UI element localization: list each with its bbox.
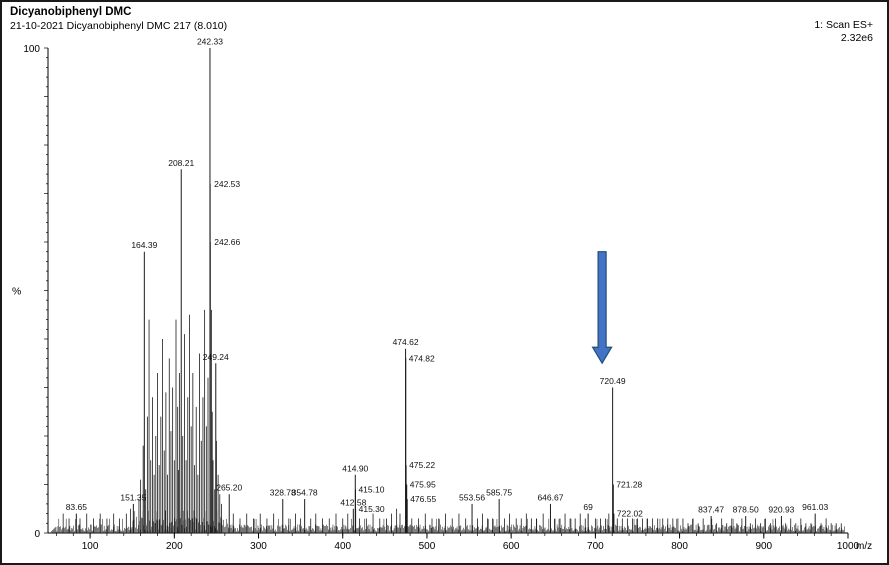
peak-label: 722.02 <box>617 509 643 519</box>
peak-label: 151.35 <box>120 492 146 502</box>
y-tick-label-top: 100 <box>23 44 40 55</box>
peak-label: 208.21 <box>168 158 194 168</box>
peak-label: 164.39 <box>131 240 157 250</box>
peak-label: 646.67 <box>537 492 563 502</box>
peak-label: 878.50 <box>733 505 759 515</box>
peak-label: 585.75 <box>486 488 512 498</box>
peak-label: 414.90 <box>342 463 368 473</box>
peak-label: 415.10 <box>358 484 384 494</box>
peak-label: 412.58 <box>340 497 366 507</box>
x-tick-label: 400 <box>334 541 351 552</box>
x-tick-label: 300 <box>250 541 267 552</box>
peak-label: 265.20 <box>216 483 242 493</box>
sample-title: Dicyanobiphenyl DMC <box>10 6 132 18</box>
peak-label: 83.65 <box>66 502 88 512</box>
peak-label: 961.03 <box>802 502 828 512</box>
peak-label: 553.56 <box>459 492 485 502</box>
acquisition-info: 21-10-2021 Dicyanobiphenyl DMC 217 (8.01… <box>10 20 228 32</box>
x-tick-label: 600 <box>503 541 520 552</box>
peak-label: 242.53 <box>214 179 240 189</box>
unlabeled-peaks <box>62 309 842 533</box>
peak-label: 721.28 <box>616 480 642 490</box>
y-tick-label-bottom: 0 <box>34 529 40 540</box>
peak-labels: 83.65 151.35 164.39 208.21 242.33 242.53 242.6… <box>66 37 829 519</box>
x-tick-label: 700 <box>587 541 604 552</box>
peak-label: 475.95 <box>410 480 436 490</box>
peak-label: 354.78 <box>292 488 318 498</box>
baseline-noise <box>51 510 845 533</box>
scan-mode-label: 1: Scan ES+ <box>814 19 873 31</box>
x-tick-label: 800 <box>671 541 688 552</box>
y-axis-title: % <box>12 286 21 298</box>
base-peak-intensity: 2.32e6 <box>840 32 873 44</box>
peak-label: 242.66 <box>214 237 240 247</box>
x-tick-label: 200 <box>166 541 183 552</box>
peak-label: 837.47 <box>698 505 724 515</box>
x-tick-label: 900 <box>755 541 772 552</box>
scan-annotations: 1: Scan ES+ 2.32e6 <box>814 19 873 45</box>
peak-label: 720.49 <box>600 376 626 386</box>
peak-label: 242.33 <box>197 37 223 47</box>
x-axis-title: m/z <box>856 541 872 552</box>
peak-label: 474.82 <box>409 353 435 363</box>
x-tick-label: 1000 <box>837 541 860 552</box>
highlight-arrow <box>591 251 613 365</box>
x-tick-label: 100 <box>82 541 99 552</box>
peak-label: 328.78 <box>270 488 296 498</box>
peak-label: 415.30 <box>359 504 385 514</box>
peak-label: 474.62 <box>393 337 419 347</box>
peak-label: 475.22 <box>409 460 435 470</box>
down-arrow-icon <box>591 251 613 365</box>
peak-label: 249.24 <box>203 352 229 362</box>
labeled-peaks <box>75 48 816 533</box>
x-tick-label: 500 <box>419 541 436 552</box>
peak-label: 69 <box>583 502 593 512</box>
peak-label: 920.93 <box>768 505 794 515</box>
peak-label: 476.55 <box>410 494 436 504</box>
